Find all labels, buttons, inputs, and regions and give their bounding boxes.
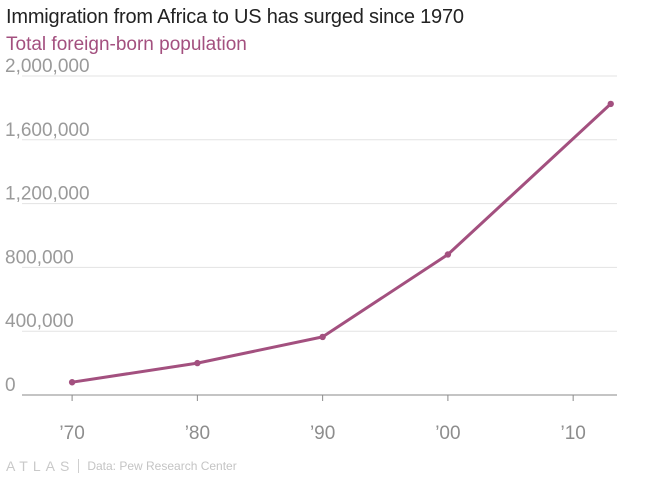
- source-note: Data: Pew Research Center: [87, 459, 237, 473]
- y-tick-label: 400,000: [5, 311, 74, 332]
- data-point: [68, 379, 76, 386]
- data-point: [444, 251, 452, 258]
- y-tick-label: 0: [5, 375, 16, 396]
- x-tick-label: ’90: [310, 423, 335, 444]
- x-tick-label: ’00: [435, 423, 460, 444]
- series-line: [70, 102, 613, 384]
- data-point: [194, 359, 201, 367]
- chart-subtitle: Total foreign-born population: [6, 34, 247, 55]
- brand-logo: ATLAS: [6, 458, 75, 474]
- x-tick-label: ’70: [59, 423, 84, 444]
- data-series: [68, 100, 614, 386]
- footer: ATLAS Data: Pew Research Center: [6, 457, 237, 475]
- chart-title: Immigration from Africa to US has surged…: [6, 6, 464, 28]
- data-point: [607, 100, 614, 108]
- data-point: [319, 333, 326, 341]
- footer-divider: [78, 459, 80, 473]
- y-tick-label: 1,600,000: [5, 120, 90, 141]
- x-tick-label: ’10: [560, 423, 585, 444]
- x-axis-ticks: ’70 ’80 ’90 ’00 ’10: [59, 395, 586, 444]
- y-tick-label: 800,000: [5, 247, 74, 268]
- y-tick-label: 1,200,000: [5, 184, 90, 205]
- y-tick-label: 2,000,000: [5, 56, 90, 77]
- gridlines: [22, 75, 617, 396]
- y-axis-ticks: 0 400,000 800,000 1,200,000 1,600,000 2,000,0…: [5, 56, 90, 396]
- x-tick-label: ’80: [185, 423, 210, 444]
